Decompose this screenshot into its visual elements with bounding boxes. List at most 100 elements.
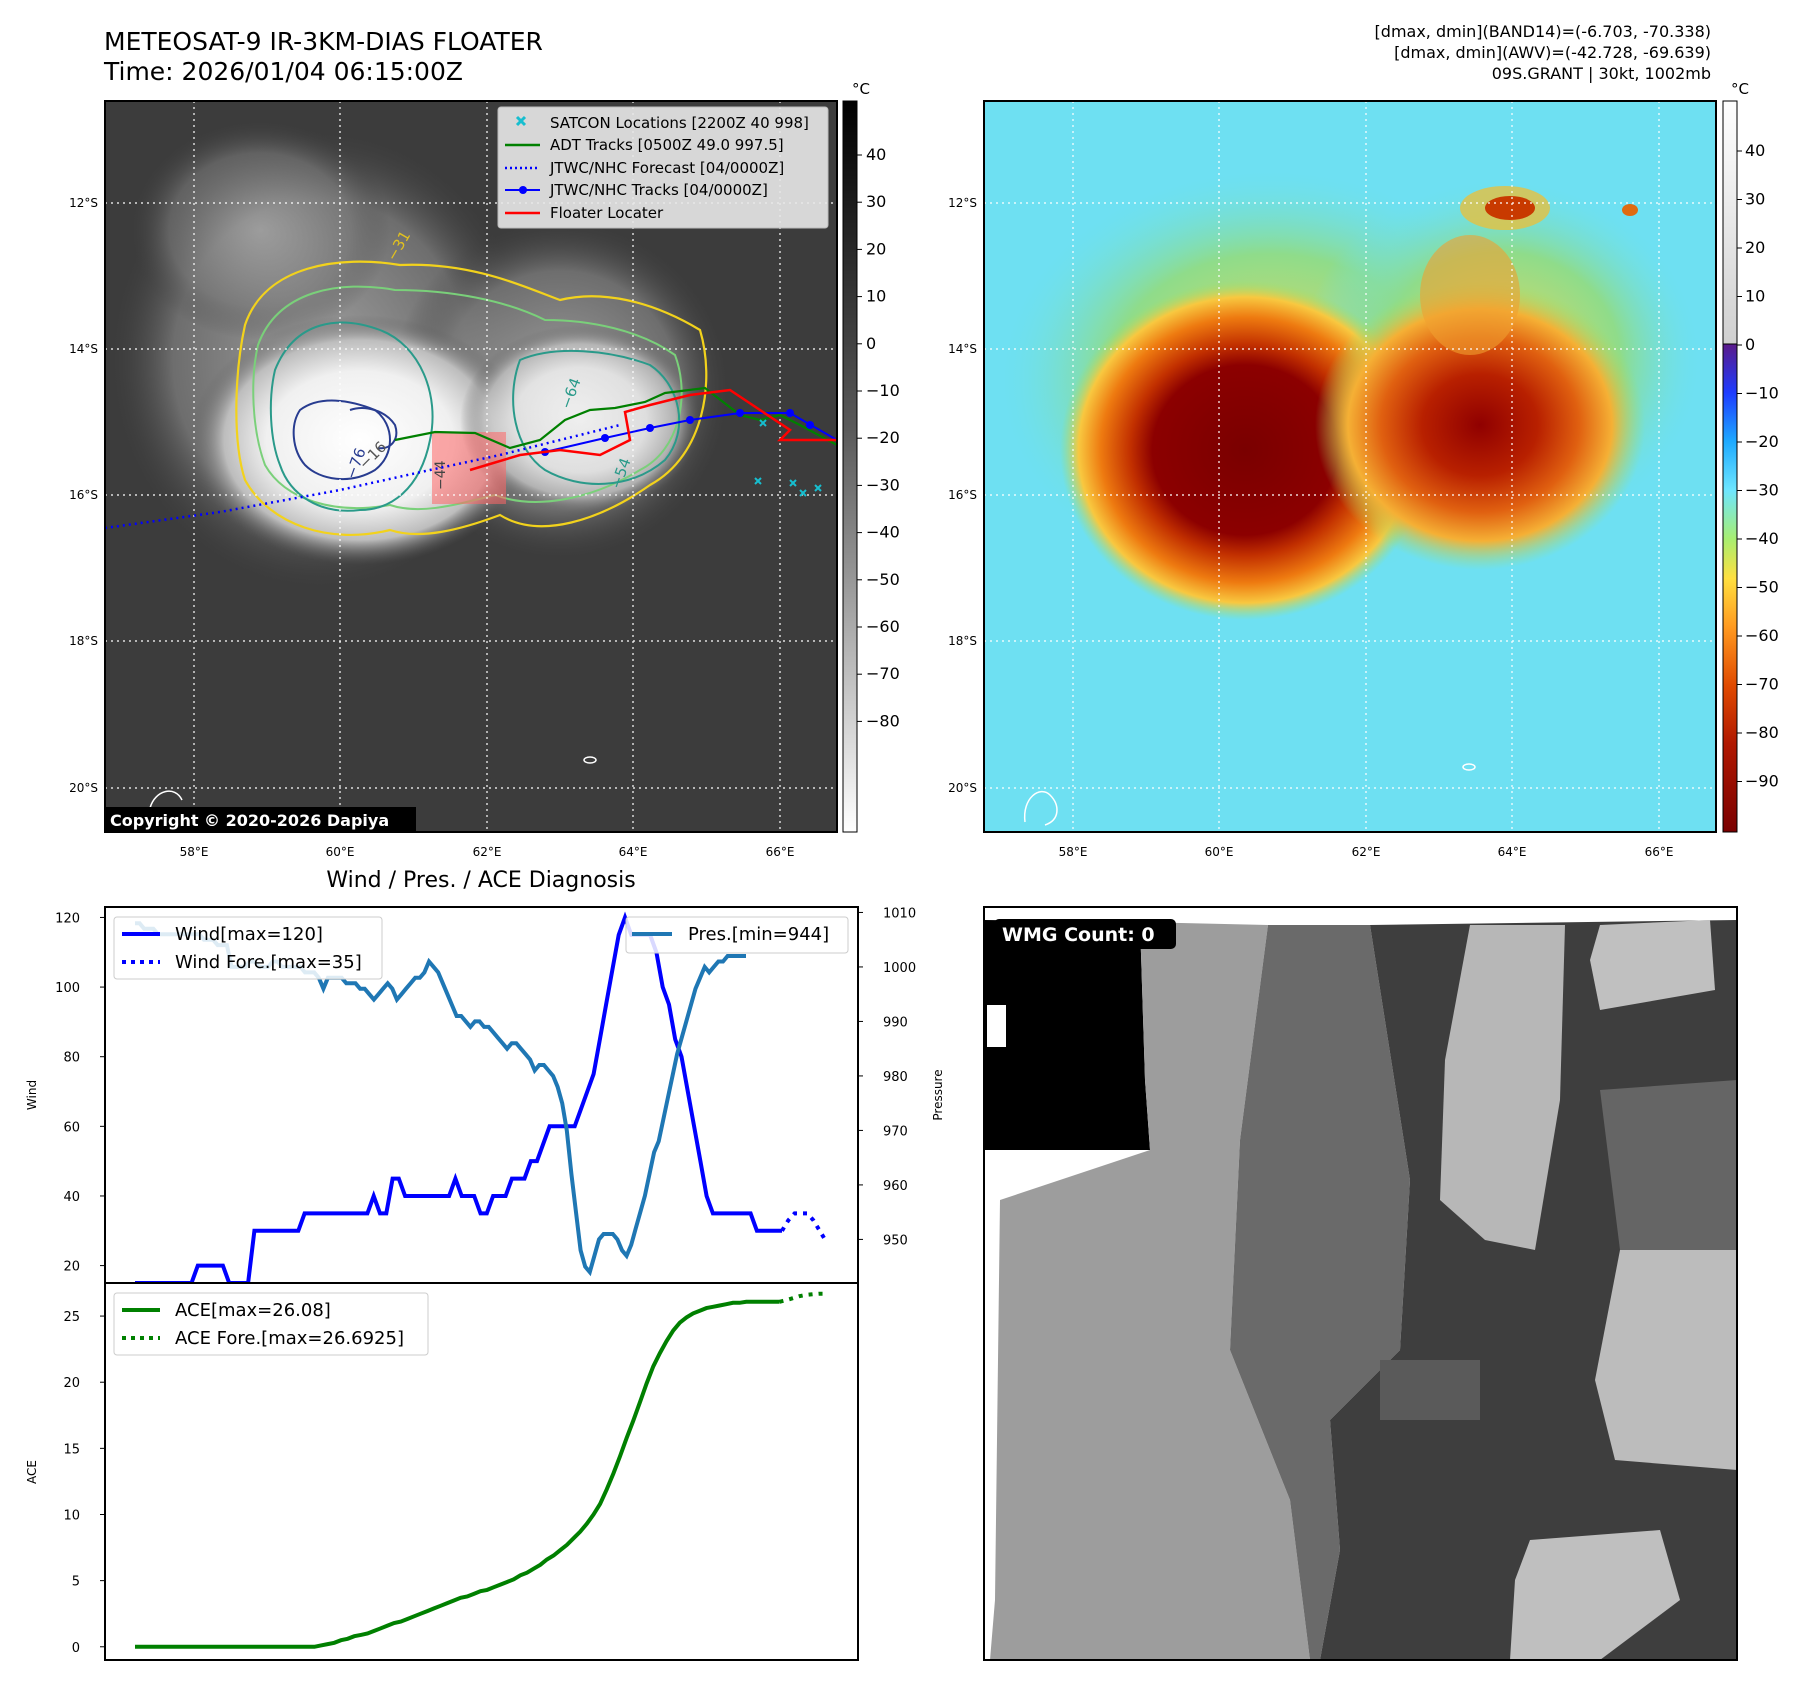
lat-label: 16°S bbox=[69, 488, 98, 502]
colorbar-tick-label: −80 bbox=[1745, 723, 1779, 742]
lat-label: 14°S bbox=[69, 342, 98, 356]
lat-label: 12°S bbox=[948, 196, 977, 210]
copyright: Copyright © 2020-2026 Dapiya bbox=[110, 811, 389, 830]
wind-legend: Wind[max=120] Wind Fore.[max=35] bbox=[113, 916, 383, 980]
colorbar-tick-label: 0 bbox=[1745, 335, 1755, 354]
lat-label: 18°S bbox=[948, 634, 977, 648]
colorbar-tick-label: 30 bbox=[866, 192, 886, 211]
colorbar-tick-label: −30 bbox=[1745, 481, 1779, 500]
colorbar-tick-label: 10 bbox=[866, 287, 886, 306]
colorbar-tick-label: −30 bbox=[866, 475, 900, 494]
ir-panel: −31 −76 −16 −54 −64 −44 bbox=[69, 80, 900, 859]
lat-label: 12°S bbox=[69, 196, 98, 210]
pressure-tick-label: 1000 bbox=[883, 961, 916, 976]
ace-tick-label: 25 bbox=[63, 1310, 80, 1325]
pressure-tick-label: 970 bbox=[883, 1124, 908, 1139]
floater-locater-track bbox=[469, 388, 837, 472]
wmg-badge-bg bbox=[994, 919, 1176, 949]
satcon-locations bbox=[754, 419, 822, 497]
lon-label: 66°E bbox=[766, 845, 795, 859]
figure-time: Time: 2026/01/04 06:15:00Z bbox=[104, 57, 463, 86]
enhanced-gridlines bbox=[984, 101, 1716, 832]
ace-chart: 0 5 10 15 20 25 ACE ACE[max=26.08] ACE Fore.[… bbox=[25, 1282, 859, 1661]
legend-adt: ADT Tracks [0500Z 49.0 997.5] bbox=[550, 136, 784, 154]
floater-box bbox=[432, 432, 506, 504]
wmg-panel: WMG Count: 0 bbox=[983, 906, 1738, 1661]
ir-legend: SATCON Locations [2200Z 40 998] ADT Trac… bbox=[497, 106, 829, 229]
wind-tick-label: 80 bbox=[63, 1051, 80, 1066]
colorbar-tick-label: −90 bbox=[1745, 772, 1779, 791]
awv-range: [dmax, dmin](AWV)=(-42.728, -69.639) bbox=[1394, 43, 1711, 62]
colorbar-unit: °C bbox=[1731, 80, 1749, 98]
colorbar-tick-label: −60 bbox=[1745, 626, 1779, 645]
pressure-axis-label: Pressure bbox=[931, 1069, 945, 1120]
wind-tick-label: 60 bbox=[63, 1120, 80, 1135]
pressure-tick-label: 950 bbox=[883, 1233, 908, 1248]
legend-wind-fore: Wind Fore.[max=35] bbox=[175, 952, 362, 973]
lon-label: 66°E bbox=[1645, 845, 1674, 859]
colorbar-tick-label: −70 bbox=[1745, 675, 1779, 694]
lat-label: 16°S bbox=[948, 488, 977, 502]
legend-wind: Wind[max=120] bbox=[175, 924, 323, 945]
band14-range: [dmax, dmin](BAND14)=(-6.703, -70.338) bbox=[1374, 22, 1711, 41]
legend-ace-fore: ACE Fore.[max=26.6925] bbox=[175, 1328, 404, 1349]
colorbar-tick-label: 40 bbox=[866, 145, 886, 164]
lon-label: 58°E bbox=[180, 845, 209, 859]
wind-tick-label: 120 bbox=[55, 911, 80, 926]
ace-tick-label: 20 bbox=[63, 1376, 80, 1391]
lat-label: 18°S bbox=[69, 634, 98, 648]
pressure-legend: Pres.[min=944] bbox=[625, 916, 849, 954]
colorbar-tick-label: −50 bbox=[866, 570, 900, 589]
contour-label: −44 bbox=[433, 460, 449, 490]
legend-jtwc-tracks: JTWC/NHC Tracks [04/0000Z] bbox=[549, 181, 768, 199]
colorbar-tick-label: −10 bbox=[1745, 384, 1779, 403]
wind-tick-label: 40 bbox=[63, 1190, 80, 1205]
colorbar-tick-label: −10 bbox=[866, 381, 900, 400]
colorbar-tick-label: −60 bbox=[866, 617, 900, 636]
colorbar-unit: °C bbox=[852, 80, 870, 98]
colorbar-tick-label: −40 bbox=[1745, 529, 1779, 548]
ace-axis-label: ACE bbox=[25, 1460, 39, 1484]
wind-axis-label: Wind bbox=[25, 1080, 39, 1110]
colorbar-tick-label: 20 bbox=[1745, 238, 1765, 257]
ace-series bbox=[135, 1299, 780, 1649]
storm-status: 09S.GRANT | 30kt, 1002mb bbox=[1491, 64, 1711, 83]
ir-colorbar: °C 40 30 20 10 0 −10 −20 −30 −40 −50 −60 −70 −80 bbox=[842, 80, 900, 833]
ace-tick-label: 15 bbox=[63, 1442, 80, 1457]
lat-label: 20°S bbox=[69, 781, 98, 795]
lon-label: 60°E bbox=[1205, 845, 1234, 859]
lat-label: 14°S bbox=[948, 342, 977, 356]
lon-label: 64°E bbox=[619, 845, 648, 859]
colorbar-tick-label: −40 bbox=[866, 523, 900, 542]
lon-label: 62°E bbox=[473, 845, 502, 859]
colorbar-tick-label: 40 bbox=[1745, 141, 1765, 160]
pressure-tick-label: 990 bbox=[883, 1015, 908, 1030]
pressure-tick-label: 980 bbox=[883, 1070, 908, 1085]
legend-satcon: SATCON Locations [2200Z 40 998] bbox=[550, 114, 809, 132]
colorbar-tick-label: 10 bbox=[1745, 287, 1765, 306]
wind-tick-label: 20 bbox=[63, 1260, 80, 1275]
jtwc-track-points bbox=[541, 409, 814, 456]
pressure-tick-label: 1010 bbox=[883, 906, 916, 921]
legend-ace: ACE[max=26.08] bbox=[175, 1300, 331, 1321]
enhanced-colorbar: °C 40 30 20 10 0 −10 −20 −30 −40 −50 −60 −70 −80 −90 bbox=[1722, 80, 1779, 833]
legend-pressure: Pres.[min=944] bbox=[688, 924, 829, 945]
colorbar-tick-label: −20 bbox=[866, 428, 900, 447]
enhanced-ir-panel: 12°S 14°S 16°S 18°S 20°S 58°E 60°E 62°E … bbox=[948, 80, 1779, 859]
lon-label: 62°E bbox=[1352, 845, 1381, 859]
ace-tick-label: 10 bbox=[63, 1508, 80, 1523]
wmg-count-badge: WMG Count: 0 bbox=[1002, 924, 1155, 946]
jtwc-track bbox=[544, 412, 837, 453]
colorbar-tick-label: 0 bbox=[866, 334, 876, 353]
legend-jtwc-forecast: JTWC/NHC Forecast [04/0000Z] bbox=[549, 159, 784, 177]
legend-floater: Floater Locater bbox=[550, 204, 664, 222]
colorbar-tick-label: −70 bbox=[866, 664, 900, 683]
ace-legend: ACE[max=26.08] ACE Fore.[max=26.6925] bbox=[113, 1292, 429, 1356]
lat-label: 20°S bbox=[948, 781, 977, 795]
colorbar-tick-label: −20 bbox=[1745, 432, 1779, 451]
figure-title: METEOSAT-9 IR-3KM-DIAS FLOATER bbox=[104, 27, 543, 56]
ace-tick-label: 5 bbox=[72, 1575, 80, 1590]
colorbar-tick-label: 20 bbox=[866, 239, 886, 258]
ace-tick-label: 0 bbox=[72, 1641, 80, 1656]
